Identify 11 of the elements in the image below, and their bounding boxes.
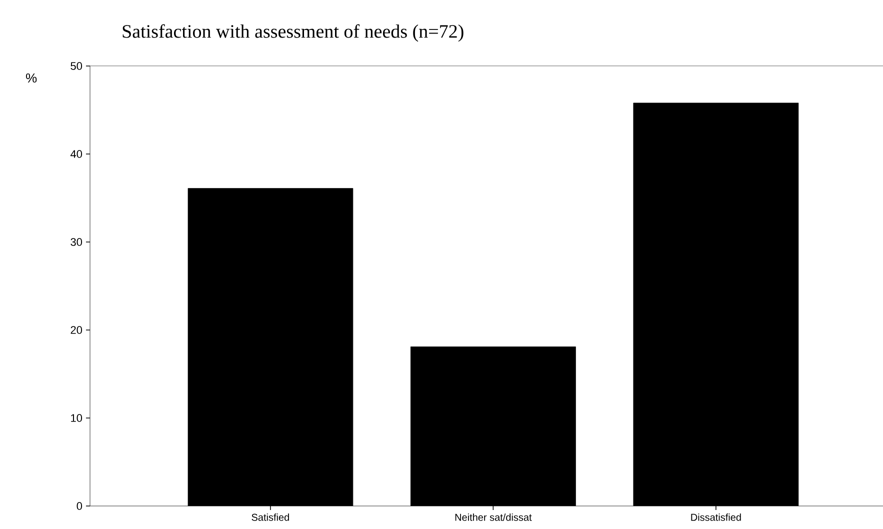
y-tick-label: 30 [70, 238, 82, 246]
x-tick-label: Satisfied [252, 514, 289, 521]
x-tick-label: Dissatisfied [691, 514, 741, 521]
y-tick-label: 40 [70, 150, 82, 158]
x-tick-label: Neither sat/dissat [455, 514, 532, 521]
chart-title: Satisfaction with assessment of needs (n=72) [122, 24, 464, 42]
y-tick-label: 20 [70, 326, 82, 334]
y-tick-label: 10 [71, 414, 82, 422]
y-tick-label: 50 [70, 62, 82, 70]
y-axis-title: % [26, 73, 37, 83]
y-tick-label: 0 [76, 502, 82, 510]
